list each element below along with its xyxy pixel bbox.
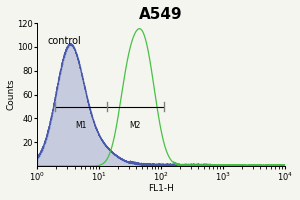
Text: M2: M2 xyxy=(130,121,141,130)
Y-axis label: Counts: Counts xyxy=(7,79,16,110)
X-axis label: FL1-H: FL1-H xyxy=(148,184,174,193)
Title: A549: A549 xyxy=(139,7,183,22)
Text: M1: M1 xyxy=(75,121,86,130)
Text: control: control xyxy=(47,36,81,46)
